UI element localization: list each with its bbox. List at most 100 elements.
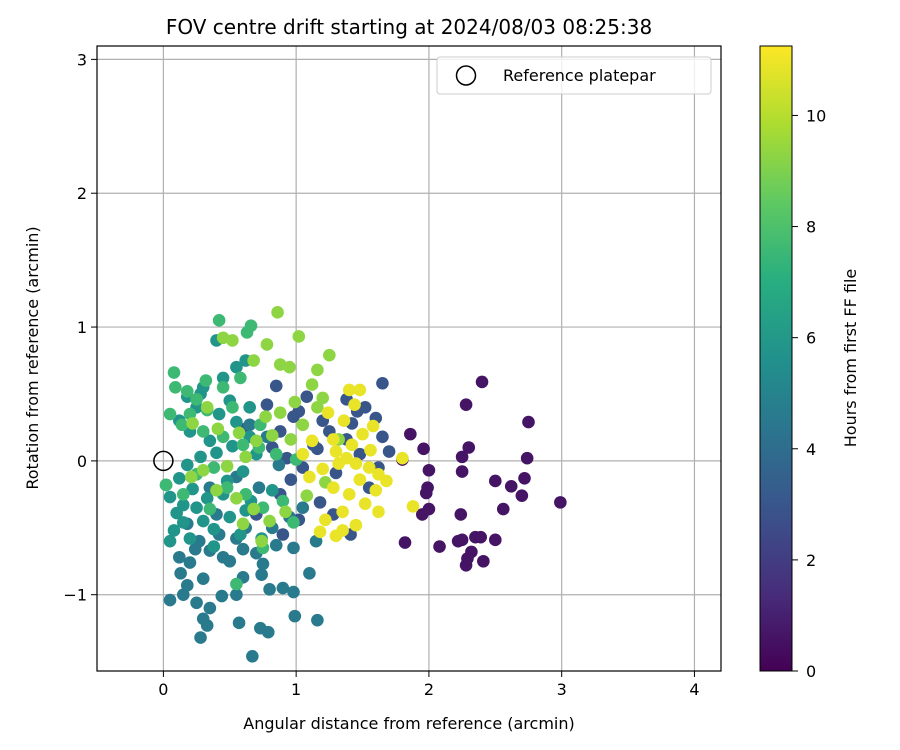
data-point (271, 306, 284, 319)
data-point (236, 517, 250, 531)
data-point (422, 463, 436, 477)
data-point (183, 532, 197, 545)
data-point (203, 434, 217, 448)
data-point (263, 514, 276, 528)
plot-frame (96, 45, 722, 672)
data-point (230, 492, 243, 505)
data-point (372, 505, 385, 519)
chart-title: FOV centre drift starting at 2024/08/03 … (166, 15, 652, 39)
data-point (232, 616, 246, 630)
data-point (203, 601, 217, 615)
y-tick-label: −1 (63, 586, 87, 605)
data-point (303, 470, 316, 484)
data-point (376, 430, 389, 444)
data-point (287, 541, 300, 555)
data-point (207, 461, 221, 474)
data-point (433, 540, 446, 553)
data-point (176, 498, 190, 512)
data-point (364, 443, 377, 457)
legend: Reference platepar (436, 56, 712, 95)
data-point (230, 577, 243, 591)
colorbar-tick-label: 8 (806, 218, 816, 237)
data-point (186, 482, 199, 496)
data-point (459, 398, 473, 411)
data-point (220, 481, 234, 494)
colorbar-tick-label: 2 (806, 551, 816, 570)
data-point (223, 554, 237, 568)
data-point (488, 533, 502, 547)
data-point (273, 406, 287, 420)
data-point (200, 619, 214, 632)
data-point (327, 433, 340, 446)
data-point (323, 348, 336, 362)
data-point (252, 481, 266, 494)
data-point (496, 502, 510, 516)
data-point (515, 489, 529, 502)
data-point (236, 542, 250, 556)
colorbar-tick-label: 10 (806, 106, 826, 125)
data-point (313, 496, 327, 509)
colorbar-gradient (759, 45, 793, 672)
data-point (288, 609, 302, 623)
data-point (329, 445, 343, 458)
data-point (243, 418, 256, 432)
data-point (287, 410, 300, 424)
data-point (417, 442, 430, 456)
x-tick-label: 1 (291, 680, 301, 699)
y-axis-label: Rotation from reference (arcmin) (23, 226, 42, 489)
data-point (188, 542, 202, 556)
colorbar-tick-label: 4 (806, 440, 816, 459)
data-point (203, 502, 217, 516)
legend-label: Reference platepar (503, 66, 656, 85)
data-point (243, 401, 256, 414)
data-point (276, 494, 290, 508)
data-point (474, 530, 487, 544)
data-point (345, 438, 359, 452)
data-point (455, 465, 469, 478)
data-point (305, 434, 319, 448)
data-point (269, 447, 283, 461)
data-point (173, 471, 186, 485)
data-point (311, 401, 324, 414)
data-point (234, 371, 247, 385)
data-point (216, 380, 230, 394)
data-point (272, 458, 286, 472)
x-tick-label: 2 (424, 680, 434, 699)
data-point (459, 558, 473, 572)
data-point (163, 490, 177, 504)
data-point (194, 631, 207, 644)
data-point (366, 419, 380, 433)
data-point (300, 489, 314, 502)
data-point (522, 415, 535, 429)
data-point (349, 457, 363, 470)
data-point (284, 473, 298, 486)
data-point (234, 528, 247, 541)
data-point (250, 434, 263, 448)
data-point (207, 540, 221, 553)
data-point (265, 429, 279, 442)
data-point (520, 451, 534, 465)
data-point (230, 415, 243, 429)
data-point (329, 529, 343, 543)
data-point (212, 407, 226, 421)
data-point (279, 505, 292, 519)
data-point (176, 488, 190, 501)
data-point (305, 378, 319, 391)
data-point (311, 363, 324, 377)
data-point (316, 462, 330, 476)
data-point (184, 470, 198, 484)
colorbar: 0 2 4 6 8 10 Hours from first FF file (759, 45, 860, 681)
data-point (327, 481, 340, 494)
data-point (296, 501, 310, 515)
data-point (269, 538, 283, 552)
data-point (175, 418, 189, 432)
data-point (211, 422, 225, 436)
data-point (230, 588, 243, 602)
data-point (200, 401, 214, 414)
data-point (256, 501, 270, 515)
data-point (196, 463, 210, 477)
data-point (259, 410, 272, 424)
data-point (232, 426, 246, 440)
colorbar-tick-label: 0 (806, 662, 816, 681)
data-point (332, 457, 345, 470)
